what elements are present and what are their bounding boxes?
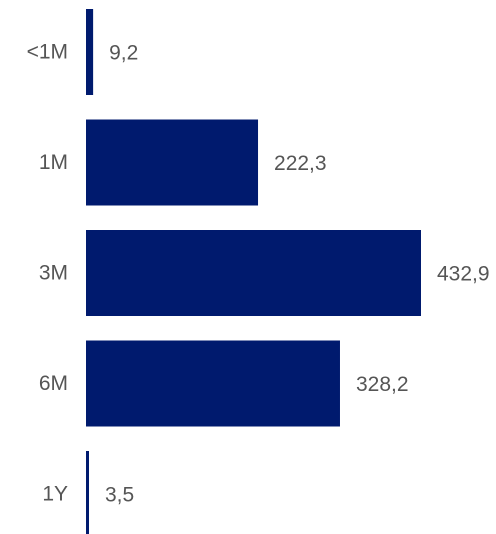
- category-label-1y: 1Y: [42, 483, 68, 506]
- value-label-6m: 328,2: [356, 373, 409, 396]
- value-label-1y: 3,5: [105, 484, 134, 507]
- bars-group: [86, 9, 421, 534]
- bar-1m: [86, 119, 259, 206]
- category-label-1m: <1M: [27, 41, 68, 64]
- bar-1m: [86, 9, 94, 95]
- bar-1y: [86, 451, 89, 534]
- category-label-6m: 6M: [39, 372, 68, 395]
- category-label-1m: 1M: [39, 151, 68, 174]
- value-labels-group: 9,2 222,3 432,9 328,2 3,5: [105, 42, 490, 507]
- value-label-1m: 9,2: [109, 42, 138, 65]
- bar-3m: [86, 230, 421, 316]
- value-label-3m: 432,9: [437, 263, 490, 286]
- category-label-3m: 3M: [39, 262, 68, 285]
- bar-6m: [86, 340, 340, 427]
- category-labels-group: <1M 1M 3M 6M 1Y: [27, 41, 68, 506]
- value-label-1m: 222,3: [274, 152, 327, 175]
